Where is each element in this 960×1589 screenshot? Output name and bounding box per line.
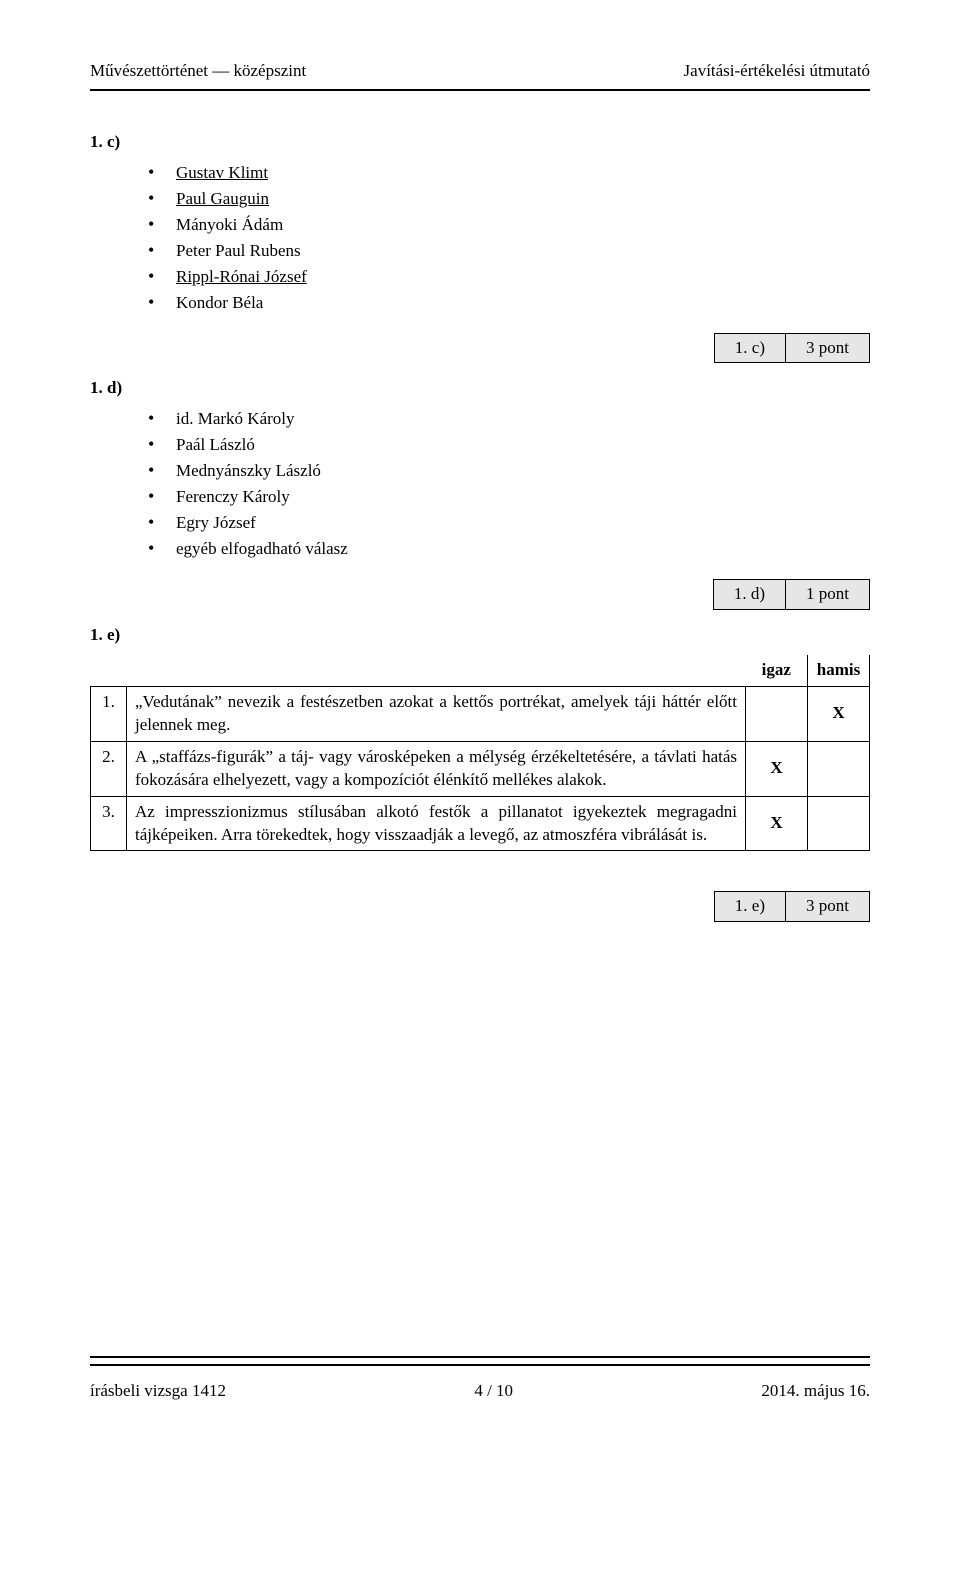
artist-name: Paál László: [176, 435, 255, 454]
artist-name: Gustav Klimt: [176, 163, 268, 182]
list-item: id. Markó Károly: [148, 408, 870, 431]
header-left: Művészettörténet — középszint: [90, 60, 306, 83]
footer-center: 4 / 10: [474, 1380, 513, 1403]
row-false-mark: X: [808, 686, 870, 741]
true-false-table: igaz hamis 1. „Vedutának” nevezik a fest…: [90, 655, 870, 852]
row-num: 2.: [91, 741, 127, 796]
page-spacer: [90, 932, 870, 1352]
artist-name: Mányoki Ádám: [176, 215, 283, 234]
row-true-mark: X: [746, 741, 808, 796]
section-1d-heading: 1. d): [90, 377, 870, 400]
th-true: igaz: [746, 655, 808, 686]
table-row: 1. „Vedutának” nevezik a festészetben az…: [91, 686, 870, 741]
row-statement: A „staffázs-figurák” a táj- vagy városké…: [127, 741, 746, 796]
list-item: Mednyánszky László: [148, 460, 870, 483]
table-row: 3. Az impresszionizmus stílusában alkotó…: [91, 796, 870, 851]
list-item: Paál László: [148, 434, 870, 457]
table-row: 2. A „staffázs-figurák” a táj- vagy váro…: [91, 741, 870, 796]
list-item: Paul Gauguin: [148, 188, 870, 211]
row-true-mark: [746, 686, 808, 741]
footer-rule-1: [90, 1356, 870, 1358]
artist-name: Paul Gauguin: [176, 189, 269, 208]
section-1d-list: id. Markó Károly Paál László Mednyánszky…: [90, 408, 870, 561]
page-footer: írásbeli vizsga 1412 4 / 10 2014. május …: [90, 1374, 870, 1403]
score-box-1c: 1. c) 3 pont: [90, 333, 870, 364]
score-box-1e: 1. e) 3 pont: [90, 891, 870, 922]
artist-name: Kondor Béla: [176, 293, 263, 312]
header-right: Javítási-értékelési útmutató: [684, 60, 870, 83]
footer-right: 2014. május 16.: [761, 1380, 870, 1403]
section-1c-list: Gustav Klimt Paul Gauguin Mányoki Ádám P…: [90, 162, 870, 315]
row-true-mark: X: [746, 796, 808, 851]
artist-name: id. Markó Károly: [176, 409, 295, 428]
artist-name: Ferenczy Károly: [176, 487, 290, 506]
artist-name: Peter Paul Rubens: [176, 241, 301, 260]
th-blank: [127, 655, 746, 686]
score-label: 1. d): [713, 580, 785, 610]
th-blank: [91, 655, 127, 686]
footer-rule-2: [90, 1364, 870, 1366]
footer-left: írásbeli vizsga 1412: [90, 1380, 226, 1403]
row-false-mark: [808, 796, 870, 851]
score-value: 3 pont: [786, 892, 870, 922]
section-1c-heading: 1. c): [90, 131, 870, 154]
score-label: 1. e): [714, 892, 785, 922]
artist-name: egyéb elfogadható válasz: [176, 539, 348, 558]
score-label: 1. c): [714, 333, 785, 363]
row-num: 1.: [91, 686, 127, 741]
score-value: 1 pont: [786, 580, 870, 610]
list-item: Peter Paul Rubens: [148, 240, 870, 263]
score-box-1d: 1. d) 1 pont: [90, 579, 870, 610]
list-item: egyéb elfogadható válasz: [148, 538, 870, 561]
list-item: Ferenczy Károly: [148, 486, 870, 509]
artist-name: Mednyánszky László: [176, 461, 321, 480]
row-statement: Az impresszionizmus stílusában alkotó fe…: [127, 796, 746, 851]
list-item: Mányoki Ádám: [148, 214, 870, 237]
artist-name: Rippl-Rónai József: [176, 267, 307, 286]
list-item: Gustav Klimt: [148, 162, 870, 185]
row-false-mark: [808, 741, 870, 796]
page-header: Művészettörténet — középszint Javítási-é…: [90, 60, 870, 83]
artist-name: Egry József: [176, 513, 256, 532]
header-rule: [90, 89, 870, 91]
th-false: hamis: [808, 655, 870, 686]
list-item: Kondor Béla: [148, 292, 870, 315]
list-item: Egry József: [148, 512, 870, 535]
row-statement: „Vedutának” nevezik a festészetben azoka…: [127, 686, 746, 741]
row-num: 3.: [91, 796, 127, 851]
score-value: 3 pont: [786, 333, 870, 363]
section-1e-heading: 1. e): [90, 624, 870, 647]
list-item: Rippl-Rónai József: [148, 266, 870, 289]
